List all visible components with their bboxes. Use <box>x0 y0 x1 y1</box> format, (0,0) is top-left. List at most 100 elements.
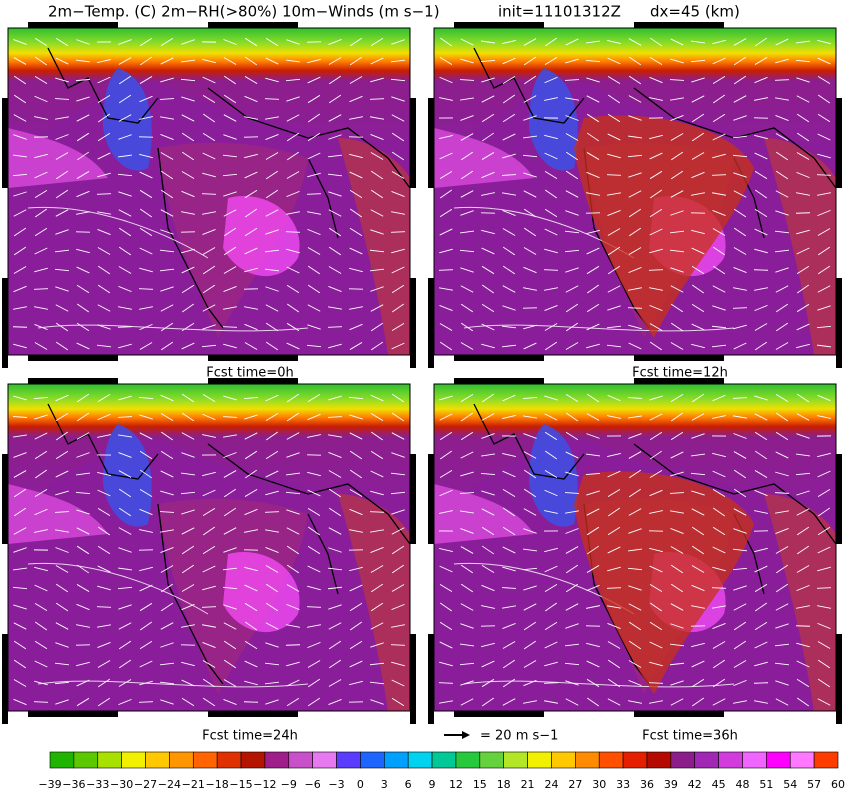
wind-arrow <box>370 189 384 199</box>
wind-arrow <box>544 510 558 514</box>
wind-arrow <box>523 56 537 66</box>
wind-arrow <box>544 76 558 84</box>
frame-bar <box>208 378 298 384</box>
wind-arrow <box>607 265 621 275</box>
wind-arrow <box>544 248 558 254</box>
wind-arrow <box>76 472 90 476</box>
wind-arrow <box>55 37 69 47</box>
wind-arrow <box>370 37 384 47</box>
wind-arrow <box>118 266 132 274</box>
wind-arrow <box>202 265 216 275</box>
wind-arrow <box>775 190 789 198</box>
wind-arrow <box>13 134 27 140</box>
frame-bar <box>208 355 298 361</box>
wind-arrow <box>543 269 559 271</box>
wind-arrow <box>265 565 279 573</box>
wind-arrow <box>460 583 474 593</box>
wind-arrow <box>733 660 747 668</box>
wind-arrow <box>754 248 768 254</box>
wind-arrow <box>669 643 685 647</box>
wind-arrow <box>181 412 195 422</box>
wind-arrow <box>55 341 69 351</box>
wind-arrow <box>565 322 579 332</box>
wind-arrow <box>223 527 237 535</box>
wind-arrow <box>223 246 237 256</box>
wind-arrow <box>97 660 111 668</box>
wind-arrow <box>202 413 216 421</box>
wind-arrow <box>481 171 495 179</box>
map-panel <box>428 22 842 368</box>
wind-arrow <box>265 490 279 496</box>
wind-arrow <box>223 488 237 498</box>
wind-arrow <box>754 152 768 160</box>
wind-arrow <box>796 413 810 421</box>
wind-arrow <box>439 170 453 180</box>
wind-arrow <box>12 416 28 418</box>
wind-arrow <box>481 584 495 592</box>
wind-arrow <box>202 247 216 255</box>
wind-arrow <box>349 621 363 631</box>
wind-arrow <box>349 323 363 331</box>
wind-arrow <box>628 56 642 66</box>
wind-arrow <box>327 586 343 590</box>
wind-arrow <box>328 266 342 274</box>
wind-arrow <box>564 79 580 81</box>
wind-arrow <box>265 189 279 199</box>
wind-arrow <box>34 469 48 479</box>
wind-arrow <box>564 643 580 647</box>
wind-arrow <box>118 395 132 401</box>
wind-arrow <box>796 152 810 160</box>
wind-arrow <box>349 171 363 179</box>
wind-arrow <box>649 489 663 497</box>
wind-arrow <box>712 228 726 236</box>
title: 2m−Temp. (C) 2m−RH(>80%) 10m−Winds (m s−… <box>48 3 440 21</box>
wind-arrow <box>628 679 642 687</box>
wind-arrow <box>733 247 747 255</box>
wind-arrow <box>712 75 726 85</box>
wind-arrow <box>649 228 663 236</box>
wind-arrow <box>370 546 384 554</box>
wind-arrow <box>669 79 685 81</box>
wind-arrow <box>160 170 174 180</box>
wind-arrow <box>712 566 726 572</box>
wind-arrow <box>118 343 132 349</box>
wind-arrow <box>460 285 474 293</box>
wind-arrow <box>691 453 705 457</box>
colorbar-label: 48 <box>735 778 749 791</box>
frame-bar <box>836 454 842 544</box>
wind-arrow <box>459 643 475 647</box>
wind-arrow <box>796 343 810 349</box>
wind-arrow <box>774 643 790 647</box>
wind-arrow <box>181 190 195 198</box>
colorbar-label: 57 <box>807 778 821 791</box>
wind-arrow <box>34 56 48 66</box>
wind-arrow <box>586 565 600 573</box>
wind-arrow <box>76 248 90 254</box>
wind-arrow <box>202 660 216 668</box>
wind-arrow <box>481 113 495 123</box>
colorbar-label: −15 <box>229 778 252 791</box>
wind-arrow <box>97 172 111 178</box>
wind-arrow <box>670 322 684 332</box>
wind-arrow <box>34 450 48 460</box>
wind-arrow <box>712 526 726 536</box>
wind-arrow <box>754 57 768 65</box>
wind-arrow <box>628 508 642 516</box>
wind-arrow <box>502 623 516 629</box>
wind-arrow <box>244 306 258 310</box>
wind-arrow <box>796 584 810 592</box>
wind-arrow <box>754 547 768 553</box>
wind-arrow <box>76 527 90 535</box>
wind-arrow <box>349 227 363 237</box>
wind-arrow <box>628 115 642 121</box>
wind-arrow <box>670 303 684 313</box>
wind-arrow <box>460 38 474 46</box>
wind-arrow <box>348 396 364 400</box>
wind-arrow <box>754 489 768 497</box>
wind-arrow <box>796 433 810 439</box>
colorbar-label: 54 <box>783 778 797 791</box>
wind-arrow <box>307 507 321 517</box>
wind-arrow <box>328 604 342 610</box>
wind-arrow <box>586 526 600 536</box>
colorbar-label: 9 <box>429 778 436 791</box>
